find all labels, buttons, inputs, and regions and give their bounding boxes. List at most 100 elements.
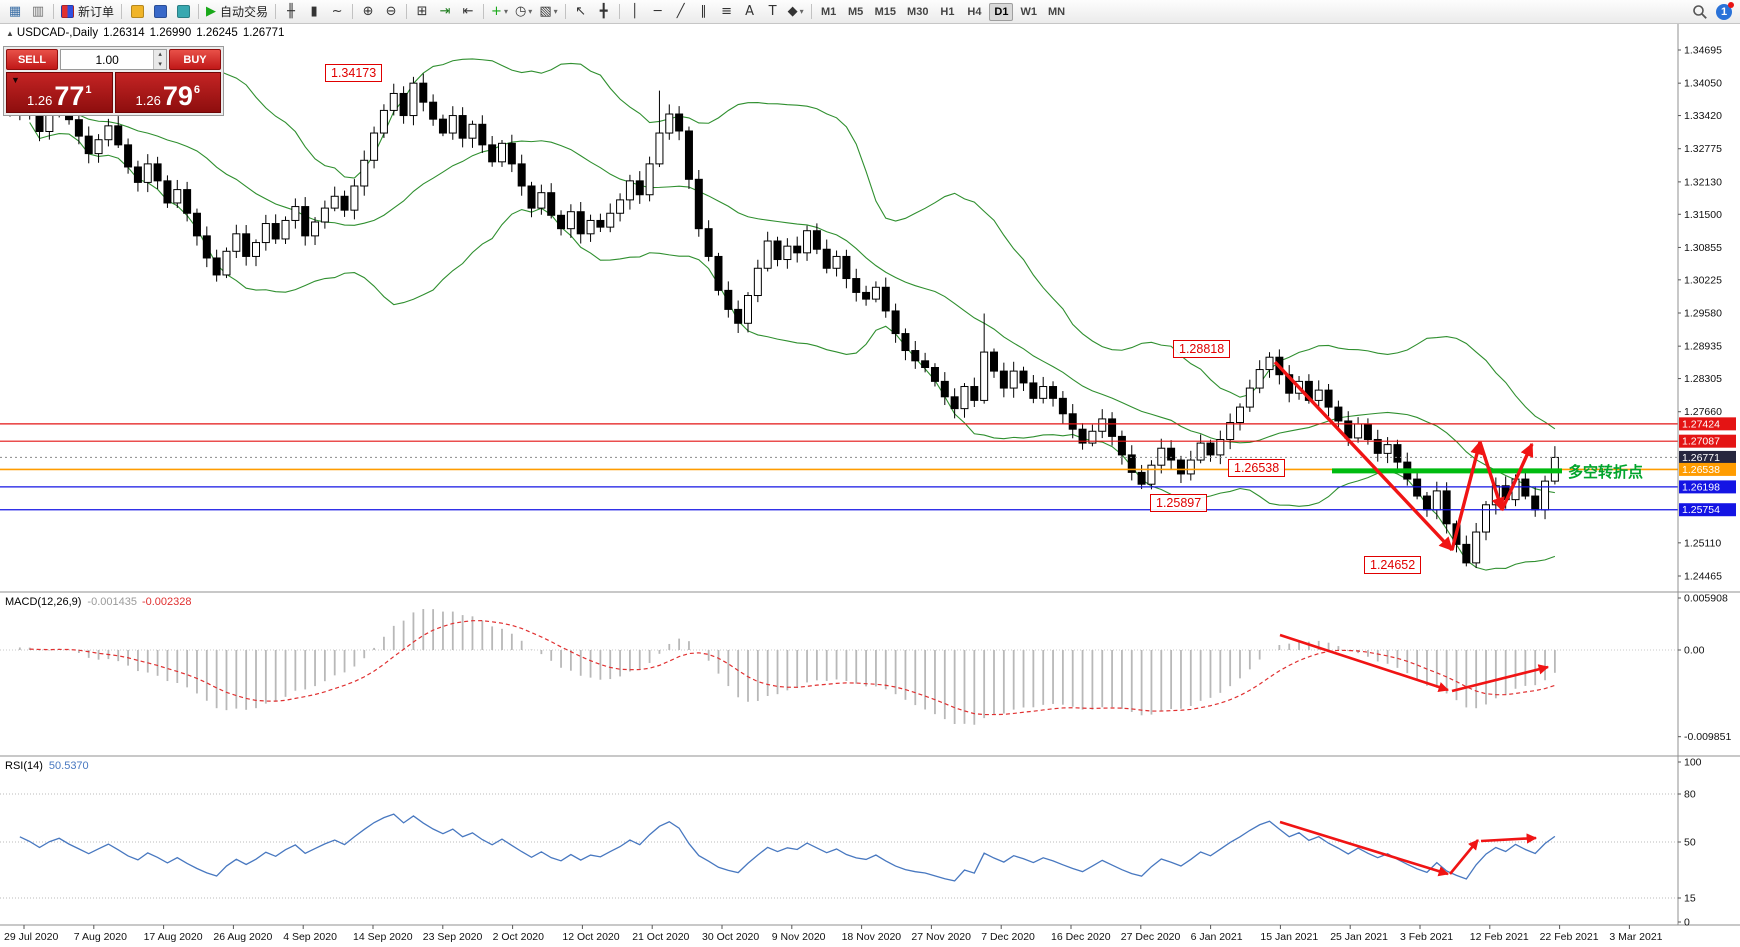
- toolbar-separator: [198, 4, 200, 19]
- swing-price-label[interactable]: 1.25897: [1150, 494, 1208, 512]
- timeframe-w1[interactable]: W1: [1016, 3, 1041, 21]
- notifications-badge[interactable]: 1: [1716, 1, 1734, 20]
- market-icon[interactable]: [126, 2, 148, 22]
- tile-windows-icon[interactable]: ⊞: [411, 2, 433, 22]
- sell-button[interactable]: SELL: [6, 49, 58, 70]
- autotrading-button-label: 自动交易: [220, 5, 269, 19]
- main-chart-panel[interactable]: [0, 58, 1678, 571]
- timeframe-m15[interactable]: M15: [871, 3, 900, 21]
- svg-text:29 Jul 2020: 29 Jul 2020: [4, 931, 58, 943]
- macd-panel[interactable]: [0, 609, 1678, 725]
- auto-scroll-icon[interactable]: ⇥: [434, 2, 456, 22]
- buy-button[interactable]: BUY: [169, 49, 221, 70]
- text-icon[interactable]: A: [739, 2, 761, 22]
- periods-button[interactable]: ◷ ▾: [512, 2, 535, 22]
- charts-icon[interactable]: ▦: [4, 2, 26, 22]
- profiles-icon[interactable]: ▥: [27, 2, 49, 22]
- chevron-down-icon: ▾: [503, 7, 508, 16]
- turning-point-label[interactable]: 多空转折点: [1568, 464, 1644, 481]
- cursor-icon[interactable]: ↖: [570, 2, 592, 22]
- bars-mode-icon[interactable]: ╫: [280, 2, 302, 22]
- trend-arrow[interactable]: [1451, 664, 1550, 693]
- svg-text:27 Nov 2020: 27 Nov 2020: [911, 931, 971, 943]
- timeframe-m1[interactable]: M1: [817, 3, 841, 21]
- zoom-in-icon[interactable]: ⊕: [357, 2, 379, 22]
- macd-label: MACD(12,26,9) -0.001435 -0.002328: [5, 596, 192, 608]
- tick-down-icon: ▼: [11, 75, 20, 85]
- trend-arrow[interactable]: [1450, 440, 1484, 551]
- vertical-line-icon[interactable]: │: [624, 2, 646, 22]
- metaeditor-icon[interactable]: [172, 2, 194, 22]
- channel-icon[interactable]: ∥: [693, 2, 715, 22]
- swing-price-label[interactable]: 1.28818: [1173, 340, 1231, 358]
- cursor-icon: ↖: [575, 3, 587, 19]
- volume-down-icon[interactable]: ▾: [154, 59, 166, 69]
- templates-button[interactable]: ▧ ▾: [536, 2, 560, 22]
- timeframe-h4[interactable]: H4: [962, 3, 986, 21]
- timeframe-mn[interactable]: MN: [1044, 3, 1069, 21]
- svg-text:0: 0: [1684, 917, 1690, 929]
- timeframe-d1[interactable]: D1: [989, 2, 1014, 21]
- toolbar-separator: [121, 4, 123, 19]
- chevron-down-icon: ▾: [799, 7, 804, 16]
- sell-price-button[interactable]: ▼ 1.26 77 1: [6, 72, 113, 113]
- crosshair-icon[interactable]: ╋: [593, 2, 615, 22]
- buy-price-button[interactable]: 1.26 79 6: [114, 72, 221, 113]
- volume-up-icon[interactable]: ▴: [154, 50, 166, 60]
- price-tag: [1679, 434, 1736, 448]
- svg-text:1.24465: 1.24465: [1684, 570, 1722, 582]
- svg-text:27 Dec 2020: 27 Dec 2020: [1121, 931, 1181, 943]
- price-tag: [1679, 417, 1736, 431]
- price-tag: [1679, 503, 1736, 517]
- trend-arrow[interactable]: [1448, 839, 1480, 875]
- buy-price-sup: 6: [193, 84, 200, 96]
- chevron-down-icon: ▾: [528, 7, 533, 16]
- timeframe-m5[interactable]: M5: [844, 3, 868, 21]
- trend-arrow[interactable]: [1279, 820, 1449, 877]
- timeframe-h1[interactable]: H1: [935, 3, 959, 21]
- trendline-icon[interactable]: ╱: [670, 2, 692, 22]
- timeframe-m30[interactable]: M30: [903, 3, 932, 21]
- volume-input[interactable]: [61, 50, 154, 69]
- fibonacci-icon[interactable]: ≡: [716, 2, 738, 22]
- templates-icon: ▧: [539, 3, 552, 19]
- indicators-button[interactable]: + ▾: [488, 2, 511, 22]
- shapes-button[interactable]: ◆ ▾: [785, 2, 807, 22]
- rsi-name: RSI(14): [5, 760, 43, 772]
- profiles-icon: ▥: [31, 3, 45, 19]
- new-order-button[interactable]: 新订单: [58, 2, 117, 22]
- svg-text:9 Nov 2020: 9 Nov 2020: [772, 931, 826, 943]
- rsi-panel[interactable]: [0, 793, 1678, 899]
- toolbar-separator: [618, 4, 620, 19]
- trend-arrow[interactable]: [1273, 360, 1454, 552]
- svg-text:14 Sep 2020: 14 Sep 2020: [353, 931, 413, 943]
- one-click-toggle-icon[interactable]: ▲: [6, 29, 14, 38]
- trend-arrow[interactable]: [1478, 441, 1505, 512]
- metaeditor-icon-swatch-icon: [176, 5, 190, 18]
- autotrading-button[interactable]: ▶ 自动交易: [203, 2, 271, 22]
- trend-arrow[interactable]: [1480, 833, 1538, 844]
- sell-price-sup: 1: [85, 84, 92, 96]
- zoom-out-icon[interactable]: ⊖: [380, 2, 402, 22]
- one-click-trading-panel: SELL ▴ ▾ BUY ▼ 1.26 77 1 1.26 79 6: [3, 46, 224, 116]
- signals-icon[interactable]: [149, 2, 171, 22]
- zoom-in-icon: ⊕: [362, 3, 374, 19]
- search-icon[interactable]: [1692, 4, 1708, 20]
- trend-arrow[interactable]: [1500, 442, 1534, 511]
- label-icon[interactable]: T: [762, 2, 784, 22]
- shapes-icon: ◆: [787, 3, 798, 19]
- sell-price-small: 1.26: [27, 93, 53, 108]
- candles-mode-icon[interactable]: ▮: [303, 2, 325, 22]
- volume-field: ▴ ▾: [60, 49, 167, 70]
- line-mode-icon[interactable]: ~: [326, 2, 348, 22]
- new-order-button-label: 新订单: [78, 5, 115, 19]
- swing-price-label[interactable]: 1.24652: [1364, 556, 1422, 574]
- swing-price-label[interactable]: 1.26538: [1228, 459, 1286, 477]
- chart-shift-icon[interactable]: ⇤: [457, 2, 479, 22]
- chevron-down-icon: ▾: [553, 7, 558, 16]
- trend-arrow[interactable]: [1279, 633, 1449, 693]
- swing-price-label[interactable]: 1.34173: [325, 64, 383, 82]
- horizontal-line-icon[interactable]: ─: [647, 2, 669, 22]
- svg-text:1.28935: 1.28935: [1684, 341, 1722, 353]
